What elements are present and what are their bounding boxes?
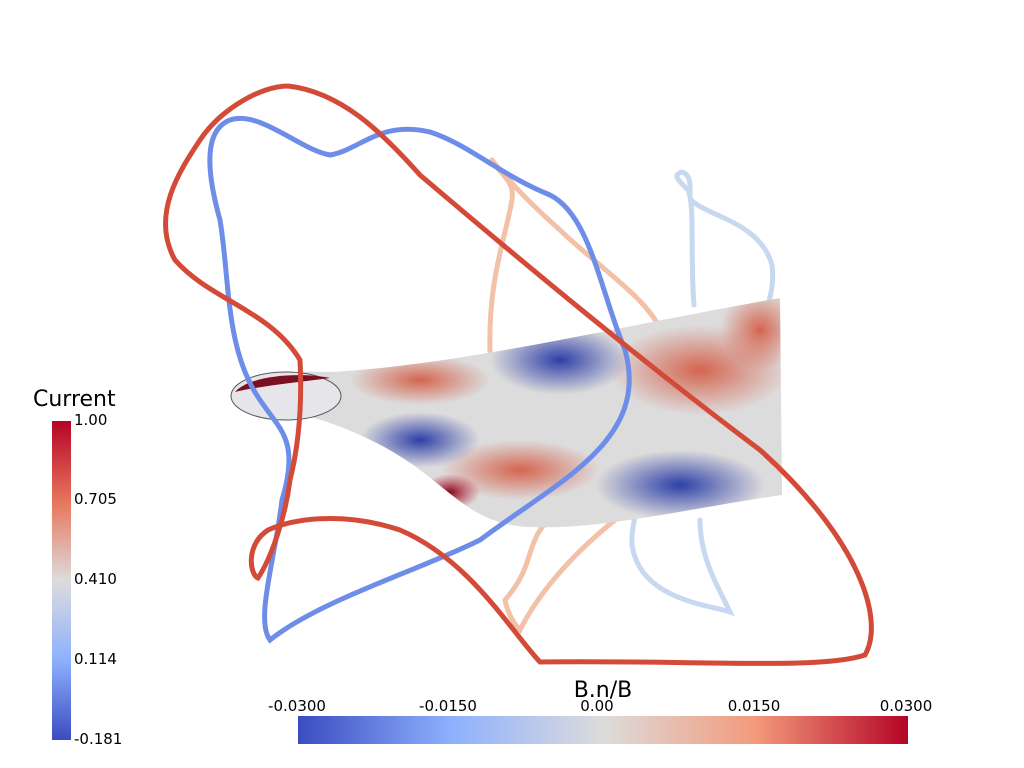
bn-colorbar-gradient [298, 716, 908, 744]
bn-tick-2: -0.0150 [419, 697, 477, 715]
current-tick-4: 0.114 [74, 650, 117, 668]
current-tick-1: 1.00 [74, 411, 107, 429]
coil-red [163, 83, 874, 666]
current-tick-5: -0.181 [74, 730, 122, 748]
current-tick-3: 0.410 [74, 570, 117, 588]
bn-colorbar: B.n/B -0.0300 -0.0150 0.00 0.0150 0.0300 [268, 678, 932, 744]
current-colorbar: Current 1.00 0.705 0.410 0.114 -0.181 [33, 387, 122, 748]
bn-tick-4: 0.0150 [728, 697, 781, 715]
surface-end-cap-shade [235, 375, 330, 392]
coil-salmon [487, 157, 664, 635]
bn-colorbar-title: B.n/B [574, 678, 633, 703]
bn-tick-1: -0.0300 [268, 697, 326, 715]
coil-blue [207, 115, 632, 644]
current-colorbar-gradient [52, 421, 71, 740]
current-colorbar-title: Current [33, 387, 116, 412]
current-tick-2: 0.705 [74, 490, 117, 508]
bn-tick-3: 0.00 [580, 697, 613, 715]
bn-tick-5: 0.0300 [880, 697, 933, 715]
